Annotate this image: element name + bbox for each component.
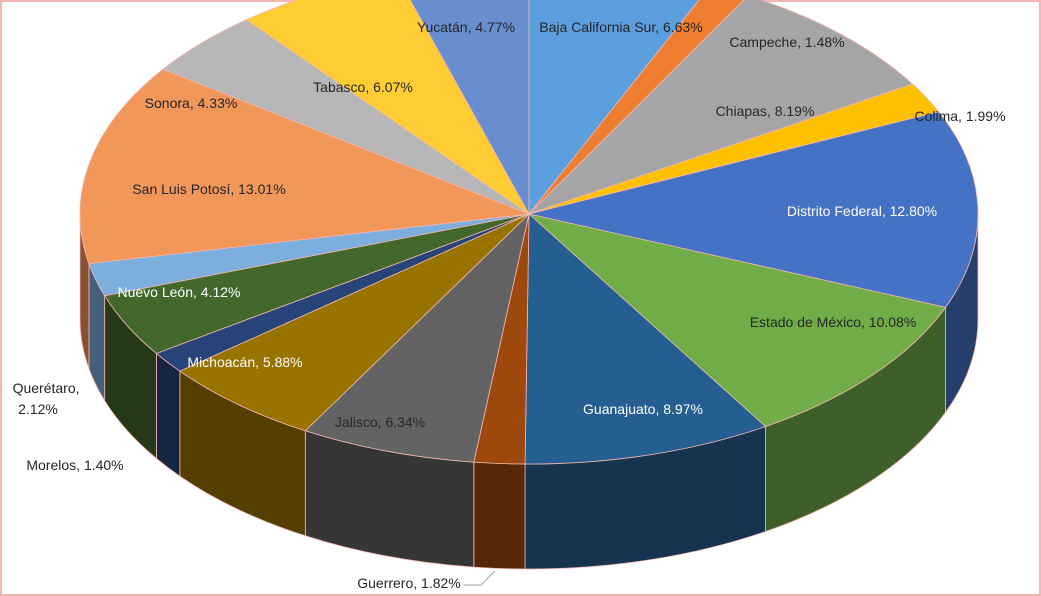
pie-slice bbox=[409, 0, 530, 216]
label-separator: , bbox=[230, 181, 238, 197]
pie-slice bbox=[528, 111, 979, 308]
label-separator: , bbox=[958, 108, 966, 124]
data-label: Nuevo León, 4.12% bbox=[118, 284, 241, 300]
data-labels: Baja California Sur, 6.63% Campeche, 1.48… bbox=[13, 19, 1006, 591]
pie-sides bbox=[79, 213, 979, 570]
data-label: Colima, 1.99% bbox=[914, 108, 1005, 124]
label-value: 4.12% bbox=[201, 284, 241, 300]
data-label: Jalisco, 6.34% bbox=[335, 414, 425, 430]
data-label: Sonora, 4.33% bbox=[145, 95, 238, 111]
data-label: Yucatán, 4.77% bbox=[417, 19, 515, 35]
data-label: San Luis Potosí, 13.01% bbox=[132, 181, 285, 197]
label-separator: , bbox=[193, 284, 201, 300]
pie-slice bbox=[528, 0, 914, 215]
label-name: Morelos bbox=[26, 457, 76, 473]
pie-slice bbox=[245, 0, 530, 215]
data-label: Morelos, 1.40% bbox=[26, 457, 123, 473]
label-name: Nuevo León bbox=[118, 284, 194, 300]
data-label: Baja California Sur, 6.63% bbox=[539, 19, 702, 35]
label-value: 1.82% bbox=[421, 575, 461, 591]
pie-slice bbox=[527, 213, 947, 427]
label-separator: , bbox=[882, 203, 890, 219]
label-name: Sonora bbox=[145, 95, 190, 111]
data-label: Guanajuato, 8.97% bbox=[583, 401, 703, 417]
label-separator: , bbox=[76, 380, 84, 396]
label-separator: , bbox=[365, 79, 373, 95]
label-value: 2.12% bbox=[18, 401, 58, 417]
label-name: San Luis Potosí bbox=[132, 181, 230, 197]
label-value: 4.77% bbox=[475, 19, 515, 35]
leader-line bbox=[704, 43, 724, 51]
slice-side bbox=[155, 352, 181, 477]
slice-side bbox=[473, 461, 526, 570]
data-label: Chiapas, 8.19% bbox=[716, 103, 815, 119]
label-name: Baja California Sur bbox=[539, 19, 656, 35]
label-name: Guerrero bbox=[357, 575, 413, 591]
label-name: Colima bbox=[914, 108, 958, 124]
label-separator: , bbox=[190, 95, 198, 111]
label-separator: , bbox=[413, 575, 421, 591]
label-name: Yucatán bbox=[417, 19, 468, 35]
label-separator: , bbox=[655, 401, 663, 417]
label-name: Guanajuato bbox=[583, 401, 656, 417]
label-separator: , bbox=[655, 19, 663, 35]
label-value: 8.97% bbox=[663, 401, 703, 417]
label-separator: , bbox=[255, 354, 263, 370]
label-value: 4.33% bbox=[198, 95, 238, 111]
label-value: 13.01% bbox=[238, 181, 285, 197]
pie-slice bbox=[524, 213, 767, 465]
label-name: Chiapas bbox=[716, 103, 767, 119]
label-value: 1.48% bbox=[805, 34, 845, 50]
pie-slice bbox=[79, 68, 530, 265]
data-label: Guerrero, 1.82% bbox=[357, 575, 461, 591]
label-name: Distrito Federal bbox=[787, 203, 882, 219]
leader-line bbox=[463, 570, 496, 586]
data-label: Distrito Federal, 12.80% bbox=[787, 203, 937, 219]
label-name: Michoacán bbox=[187, 354, 255, 370]
pie-slice bbox=[304, 212, 530, 463]
label-value: 5.88% bbox=[263, 354, 303, 370]
label-value: 1.99% bbox=[966, 108, 1006, 124]
label-separator: , bbox=[468, 19, 476, 35]
label-separator: , bbox=[76, 457, 84, 473]
data-label: Tabasco, 6.07% bbox=[313, 79, 413, 95]
data-label: Estado de México, 10.08% bbox=[750, 314, 917, 330]
label-value: 8.19% bbox=[775, 103, 815, 119]
label-value: 6.07% bbox=[373, 79, 413, 95]
label-value: 10.08% bbox=[869, 314, 916, 330]
label-name: Campeche bbox=[729, 34, 797, 50]
label-value: 1.40% bbox=[84, 457, 124, 473]
label-value: 12.80% bbox=[890, 203, 937, 219]
label-name: Estado de México bbox=[750, 314, 861, 330]
label-separator: , bbox=[797, 34, 805, 50]
label-value: 6.34% bbox=[385, 414, 425, 430]
pie-tops bbox=[79, 0, 979, 465]
label-name: Querétaro bbox=[13, 380, 76, 396]
label-value: 6.63% bbox=[663, 19, 703, 35]
label-separator: , bbox=[378, 414, 386, 430]
data-label: Campeche, 1.48% bbox=[729, 34, 844, 50]
data-label: Michoacán, 5.88% bbox=[187, 354, 302, 370]
label-separator: , bbox=[861, 314, 869, 330]
data-label: Querétaro, 2.12% bbox=[13, 380, 84, 417]
label-separator: , bbox=[767, 103, 775, 119]
pie-slice bbox=[179, 213, 530, 432]
label-name: Jalisco bbox=[335, 414, 378, 430]
label-name: Tabasco bbox=[313, 79, 365, 95]
